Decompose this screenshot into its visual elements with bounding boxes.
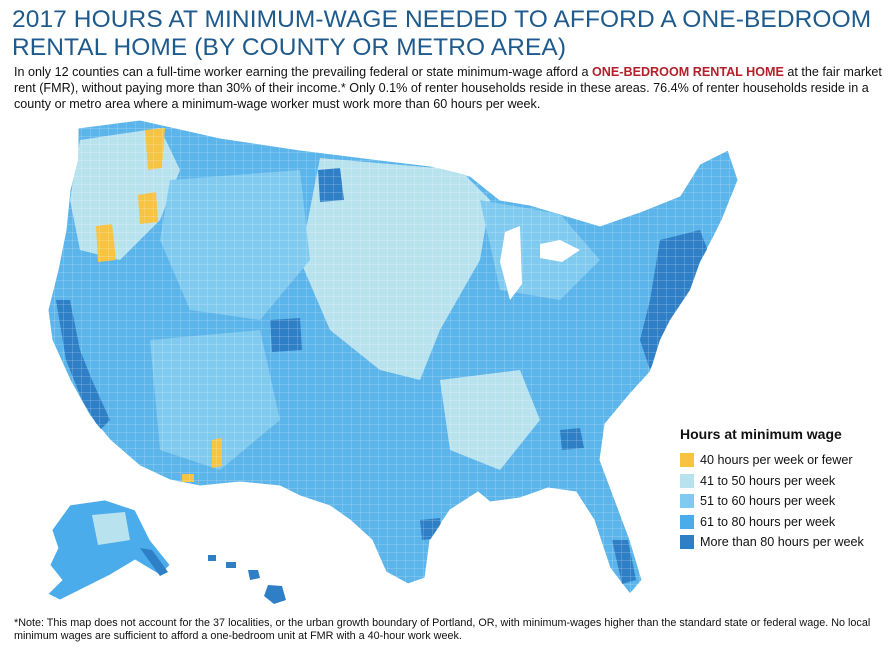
hawaii-island-kauai <box>208 555 216 561</box>
great-lakes-water <box>500 226 580 300</box>
legend-item: 41 to 50 hours per week <box>680 471 890 492</box>
legend-title: Hours at minimum wage <box>680 426 842 442</box>
legend-item: 61 to 80 hours per week <box>680 512 890 533</box>
legend-swatch <box>680 514 694 529</box>
alaska-outline <box>47 499 171 601</box>
intro-highlight: ONE-BEDROOM RENTAL HOME <box>591 65 784 79</box>
legend-swatch <box>680 473 694 488</box>
map-title: 2017 HOURS AT MINIMUM-WAGE NEEDED TO AFF… <box>12 6 872 61</box>
legend-item: 51 to 60 hours per week <box>680 491 890 512</box>
hawaii <box>208 555 286 604</box>
us-county-map <box>47 119 739 604</box>
legend-swatch <box>680 453 694 468</box>
intro-text-before: In only 12 counties can a full-time work… <box>14 65 592 79</box>
legend-label: More than 80 hours per week <box>700 535 864 550</box>
map-legend: Hours at minimum wage 40 hours per week … <box>680 426 890 553</box>
hawaii-island-maui <box>248 570 260 580</box>
legend-label: 41 to 50 hours per week <box>700 473 836 488</box>
intro-text: In only 12 counties can a full-time work… <box>14 64 882 112</box>
legend-label: 40 hours per week or fewer <box>700 453 853 468</box>
alaska-interior <box>92 512 130 545</box>
legend-item: More than 80 hours per week <box>680 532 890 553</box>
hawaii-island-oahu <box>226 562 236 568</box>
alaska <box>47 499 171 601</box>
legend-label: 51 to 60 hours per week <box>700 494 836 509</box>
hawaii-island-big <box>264 585 286 604</box>
footnote: *Note: This map does not account for the… <box>14 617 871 642</box>
alaska-panhandle <box>140 548 168 576</box>
legend-items: 40 hours per week or fewer 41 to 50 hours… <box>680 450 890 553</box>
legend-item: 40 hours per week or fewer <box>680 450 890 471</box>
intro-text-after: at the fair market rent (FMR), without p… <box>14 65 882 111</box>
legend-swatch <box>680 494 694 509</box>
legend-swatch <box>680 535 694 550</box>
legend-label: 61 to 80 hours per week <box>700 514 836 529</box>
